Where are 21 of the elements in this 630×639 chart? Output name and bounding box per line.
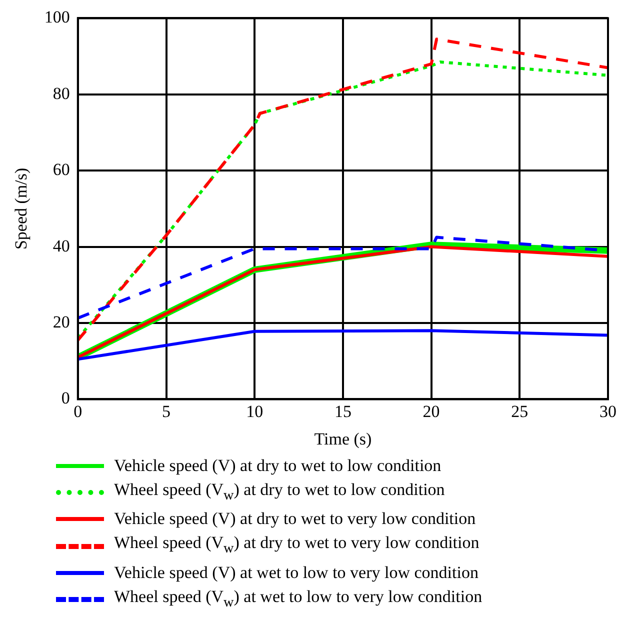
x-axis-title: Time (s) <box>314 429 372 448</box>
x-tick-label: 5 <box>162 402 170 421</box>
legend-label: Vehicle speed (V) at wet to low to very low condition <box>114 562 478 584</box>
y-axis-title: Speed (m/s) <box>12 168 31 250</box>
y-tick-label: 40 <box>52 236 70 256</box>
legend-label: Wheel speed (V$_{w}$) at dry to wet to very low condition <box>114 532 480 559</box>
x-tick-label: 0 <box>74 402 82 421</box>
legend-label: Vehicle speed (V) at dry to wet to very low condition <box>114 508 476 530</box>
legend-label: Wheel speed (V$_{w}$) at dry to wet to low condition <box>114 479 445 506</box>
y-tick-label: 80 <box>52 84 70 103</box>
y-tick-label: 60 <box>52 160 70 180</box>
x-tick-label: 20 <box>422 402 440 421</box>
y-tick-label: 0 <box>61 388 70 408</box>
legend-label: Vehicle speed (V) at dry to wet to low condition <box>114 455 442 477</box>
y-tick-label: 100 <box>44 8 70 27</box>
legend-label: Wheel speed (V$_{w}$) at wet to low to very low condition <box>114 586 482 612</box>
y-tick-label: 20 <box>52 312 70 332</box>
x-tick-label: 15 <box>334 402 352 421</box>
x-tick-label: 30 <box>600 402 616 421</box>
x-tick-label: 25 <box>511 402 528 421</box>
x-tick-label: 10 <box>246 402 264 421</box>
